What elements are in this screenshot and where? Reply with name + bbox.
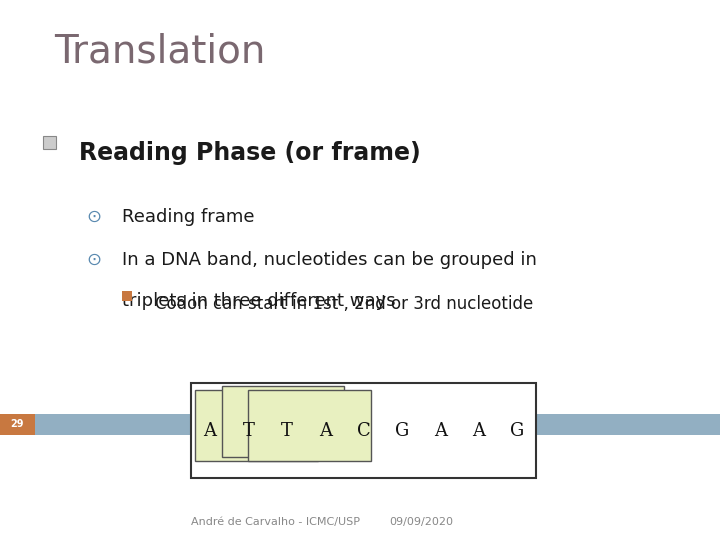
Text: ⊙: ⊙ (86, 208, 102, 226)
Text: triplets in three different ways: triplets in three different ways (122, 292, 396, 309)
Text: T: T (243, 422, 254, 440)
Text: 09/09/2020: 09/09/2020 (389, 516, 453, 526)
Bar (122, 291, 132, 301)
Text: G: G (395, 422, 409, 440)
Bar (248, 390, 372, 461)
Bar (222, 386, 344, 457)
Text: C: C (356, 422, 371, 440)
Text: Translation: Translation (54, 32, 266, 70)
Text: A: A (472, 422, 485, 440)
Text: A: A (434, 422, 447, 440)
Text: A: A (204, 422, 217, 440)
Bar (0, 414, 35, 435)
Bar (43, 136, 56, 148)
Text: Reading Phase (or frame): Reading Phase (or frame) (79, 141, 421, 165)
Text: G: G (510, 422, 524, 440)
Text: Reading frame: Reading frame (122, 208, 255, 226)
Text: André de Carvalho - ICMC/USP: André de Carvalho - ICMC/USP (191, 516, 360, 526)
Text: 29: 29 (11, 420, 24, 429)
Text: ⊙: ⊙ (86, 251, 102, 269)
Text: Codon can start in 1st , 2nd or 3rd nucleotide: Codon can start in 1st , 2nd or 3rd nucl… (155, 295, 533, 313)
Text: T: T (281, 422, 293, 440)
Bar (194, 390, 318, 461)
Text: A: A (319, 422, 332, 440)
Bar (0, 414, 720, 435)
Text: In a DNA band, nucleotides can be grouped in: In a DNA band, nucleotides can be groupe… (122, 251, 537, 269)
Bar (191, 383, 536, 478)
